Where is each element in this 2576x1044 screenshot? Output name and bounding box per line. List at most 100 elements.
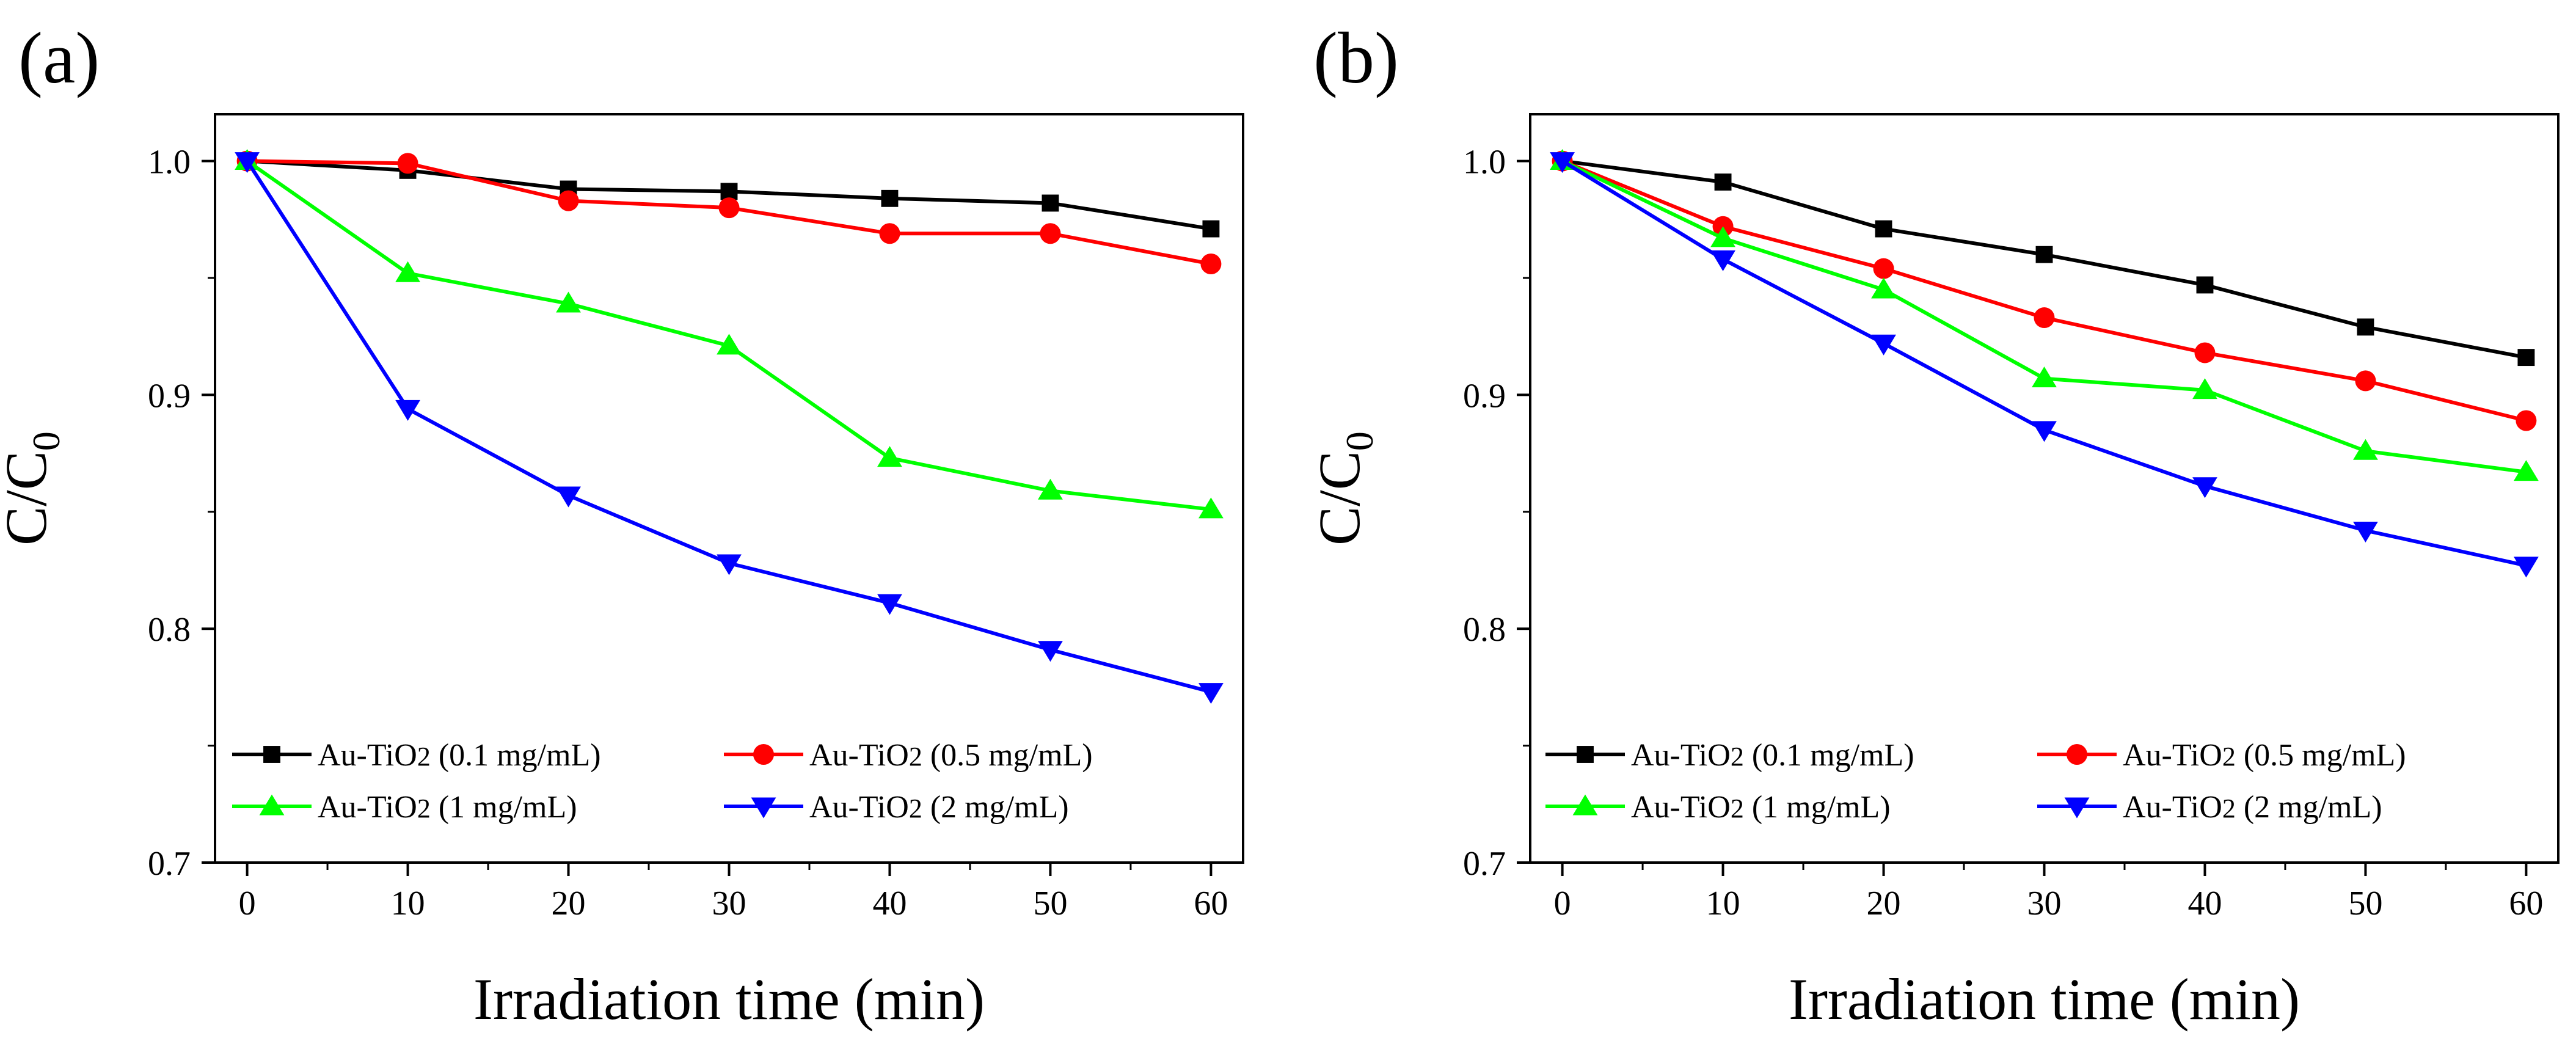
legend-label-subscript: 2: [417, 742, 431, 772]
y-axis-title: C/C0: [1307, 431, 1381, 546]
x-tick-label: 20: [552, 885, 586, 922]
data-point: [720, 183, 738, 200]
x-axis-title: Irradiation time (min): [473, 966, 985, 1032]
legend-label-main: Au-TiO: [809, 790, 909, 825]
data-point: [1040, 223, 1061, 244]
data-point: [2034, 307, 2055, 329]
data-point: [1873, 258, 1894, 279]
legend-label-subscript: 2: [417, 794, 431, 823]
legend-label: Au-TiO2 (0.5 mg/mL): [809, 738, 1093, 773]
x-tick-label: 50: [2348, 885, 2382, 922]
x-tick-label: 50: [1033, 885, 1067, 922]
series-4: [1550, 152, 2539, 578]
data-point: [1871, 277, 1896, 299]
data-point: [1042, 194, 1059, 212]
legend-label: Au-TiO2 (0.5 mg/mL): [2123, 738, 2406, 773]
legend-label: Au-TiO2 (1 mg/mL): [318, 790, 577, 825]
legend: Au-TiO2 (0.1 mg/mL) Au-TiO2 (0.5 mg/mL)Au…: [232, 738, 1093, 825]
x-tick-label: 30: [2027, 885, 2062, 922]
x-tick-label: 60: [2509, 885, 2543, 922]
legend-label-subscript: 2: [909, 742, 922, 772]
series-2: [1552, 150, 2537, 431]
legend-marker: [2067, 744, 2087, 765]
y-axis-title-subscript: 0: [24, 431, 68, 451]
legend-label-subscript: 2: [1731, 742, 1744, 772]
data-point: [2032, 367, 2057, 388]
data-point: [877, 594, 902, 615]
y-axis-title-main: C/C: [0, 451, 59, 546]
x-tick-label: 10: [1706, 885, 1740, 922]
data-point: [717, 334, 742, 355]
legend-marker: [753, 744, 774, 765]
data-point: [1710, 250, 1735, 271]
legend-marker: [751, 797, 776, 819]
data-point: [2353, 521, 2378, 542]
data-point: [1710, 226, 1735, 247]
x-tick-label: 30: [712, 885, 746, 922]
data-point: [2517, 349, 2535, 367]
legend-label-rest: (1 mg/mL): [1744, 790, 1891, 825]
legend-item: Au-TiO2 (0.5 mg/mL): [2037, 738, 2406, 773]
data-point: [556, 486, 581, 508]
data-point: [1202, 220, 1220, 238]
data-point: [2032, 421, 2057, 442]
data-point: [2516, 410, 2537, 431]
legend-marker: [2064, 797, 2090, 819]
legend-label: Au-TiO2 (0.1 mg/mL): [1631, 738, 1914, 773]
x-tick-label: 0: [239, 885, 256, 922]
legend-marker: [259, 794, 285, 816]
data-point: [877, 446, 902, 467]
data-point: [1199, 497, 1224, 519]
x-tick-label: 40: [2187, 885, 2222, 922]
data-point: [2355, 370, 2376, 392]
data-point: [395, 261, 420, 282]
data-point: [558, 190, 579, 211]
legend-label-subscript: 2: [909, 794, 922, 823]
legend-label-main: Au-TiO: [2123, 738, 2222, 773]
data-point: [2192, 477, 2217, 498]
legend-item: Au-TiO2 (2 mg/mL): [2037, 790, 2382, 825]
data-point: [2192, 378, 2217, 400]
legend-label-main: Au-TiO: [318, 738, 417, 773]
legend-label-rest: (0.1 mg/mL): [1744, 738, 1914, 773]
data-point: [881, 189, 899, 207]
y-axis-title-subscript: 0: [1338, 431, 1381, 451]
legend-label: Au-TiO2 (2 mg/mL): [809, 790, 1069, 825]
y-tick-label: 0.7: [148, 845, 191, 883]
data-point: [717, 554, 742, 575]
legend-item: Au-TiO2 (0.5 mg/mL): [724, 738, 1093, 773]
data-point: [1714, 173, 1732, 191]
legend-label-main: Au-TiO: [318, 790, 417, 825]
legend-label-main: Au-TiO: [1631, 738, 1731, 773]
legend-item: Au-TiO2 (1 mg/mL): [232, 790, 577, 825]
x-tick-label: 20: [1867, 885, 1901, 922]
data-point: [2035, 246, 2053, 263]
legend: Au-TiO2 (0.1 mg/mL) Au-TiO2 (0.5 mg/mL)Au…: [1545, 738, 2406, 825]
panel-label: (a): [18, 17, 100, 98]
data-point: [2514, 557, 2539, 578]
x-tick-label: 40: [872, 885, 907, 922]
legend-label-subscript: 2: [2222, 794, 2236, 823]
data-point: [2514, 460, 2539, 481]
x-tick-label: 0: [1554, 885, 1571, 922]
legend-label-main: Au-TiO: [2123, 790, 2222, 825]
data-point: [1038, 641, 1063, 662]
legend-label-subscript: 2: [2222, 742, 2236, 772]
chart-panel-b: (b)0 10 20 30 40 50 600.70.80.91.0Irradiation …: [1307, 17, 2560, 1032]
x-axis-title: Irradiation time (min): [1789, 966, 2300, 1032]
series-4: [235, 152, 1224, 704]
data-point: [1038, 478, 1063, 500]
legend-item: Au-TiO2 (0.1 mg/mL): [232, 738, 601, 773]
chart-panel-a: (a)0 10 20 30 40 50 600.70.80.91.0Irradiation …: [0, 17, 1244, 1032]
y-tick-label: 1.0: [1463, 144, 1506, 181]
legend-label-rest: (2 mg/mL): [2236, 790, 2382, 825]
legend-label-rest: (1 mg/mL): [431, 790, 577, 825]
legend-label-subscript: 2: [1731, 794, 1744, 823]
data-point: [1199, 683, 1224, 704]
legend-label-rest: (0.5 mg/mL): [2236, 738, 2406, 773]
legend-label-main: Au-TiO: [809, 738, 909, 773]
data-point: [2196, 276, 2214, 294]
x-tick-label: 10: [391, 885, 425, 922]
